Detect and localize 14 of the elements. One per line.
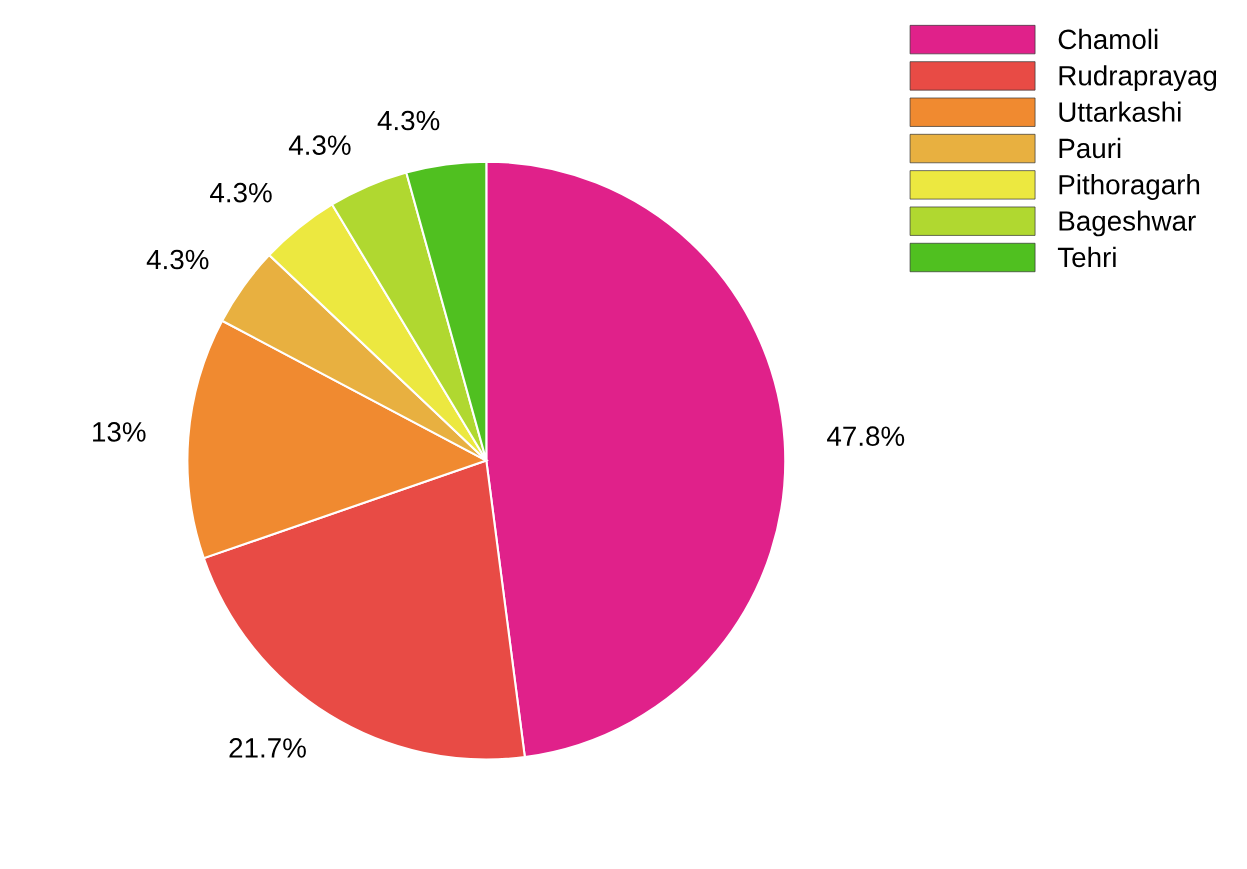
legend-label: Chamoli — [1058, 28, 1158, 50]
legend-label: Pauri — [1059, 137, 1121, 159]
legend-label: Pithoragarh — [1059, 174, 1200, 201]
legend-label: Bageshwar — [1059, 210, 1196, 237]
data-label: 4.3% — [210, 182, 272, 203]
data-label: 13% — [93, 422, 146, 442]
legend-label: Uttarkashi — [1059, 101, 1181, 122]
data-label: 21.7% — [229, 738, 306, 758]
data-label: 4.3% — [288, 135, 351, 156]
legend-label: Tehri — [1057, 246, 1116, 268]
data-label: 47.8% — [827, 426, 905, 447]
data-label: 4.3% — [377, 110, 440, 131]
legend-label: Rudraprayag — [1059, 65, 1217, 92]
data-label: 4.3% — [146, 249, 209, 270]
